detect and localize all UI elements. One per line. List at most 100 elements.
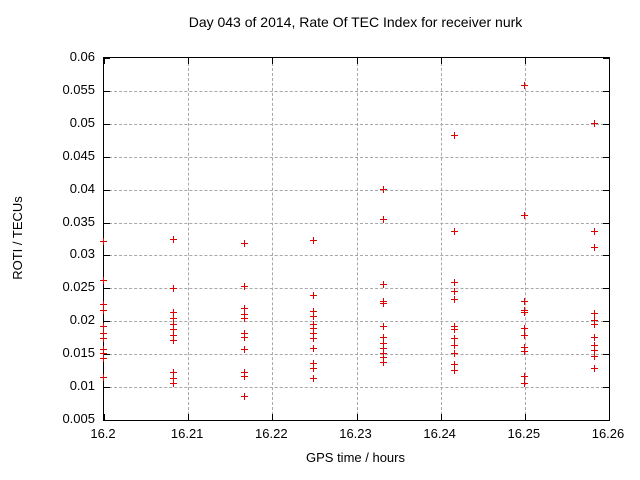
data-point-marker: [100, 373, 107, 381]
data-point-marker: [520, 308, 528, 316]
data-point-marker: [450, 228, 458, 236]
y-tick-mark: [603, 90, 609, 92]
data-point-marker: [240, 239, 248, 247]
data-point-marker: [169, 309, 177, 317]
y-tick-label: 0.005: [62, 411, 95, 426]
x-tick-label: 16.24: [423, 426, 456, 441]
y-tick-label: 0.045: [62, 147, 95, 163]
data-point-marker: [450, 341, 458, 349]
data-point-marker: [310, 335, 318, 343]
y-tick-mark: [603, 123, 609, 125]
data-point-marker: [169, 337, 177, 345]
data-point-marker: [310, 292, 318, 300]
data-point-marker: [169, 326, 177, 334]
x-tick-mark: [440, 414, 442, 420]
data-point-marker: [100, 277, 107, 285]
data-point-marker: [169, 332, 177, 340]
data-point-marker: [100, 307, 107, 315]
data-point-marker: [310, 360, 318, 368]
y-tick-mark: [603, 420, 609, 421]
data-point-marker: [520, 372, 528, 380]
data-point-marker: [590, 334, 598, 342]
data-point-marker: [310, 325, 318, 333]
x-tick-label: 16.2: [90, 426, 116, 441]
data-point-marker: [520, 332, 528, 340]
x-tick-mark: [524, 58, 526, 64]
x-gridline: [440, 58, 442, 420]
data-point-marker: [100, 355, 107, 363]
y-tick-mark: [104, 123, 110, 125]
data-point-marker: [590, 364, 598, 372]
data-point-marker: [100, 238, 107, 246]
x-axis-title: GPS time / hours: [306, 450, 405, 465]
data-point-marker: [590, 320, 598, 328]
data-point-marker: [240, 283, 248, 291]
data-point-marker: [450, 322, 458, 330]
y-tick-label: 0.055: [62, 81, 95, 97]
y-tick-label: 0.04: [69, 180, 95, 196]
data-point-marker: [590, 120, 598, 128]
y-tick-mark: [603, 58, 609, 59]
data-point-marker: [240, 372, 248, 380]
data-point-marker: [100, 346, 107, 354]
y-tick-mark: [603, 189, 609, 191]
y-tick-mark: [104, 321, 110, 323]
data-point-marker: [240, 305, 248, 313]
data-point-marker: [590, 342, 598, 350]
x-gridline: [524, 58, 526, 420]
x-tick-mark: [609, 414, 610, 420]
data-point-marker: [310, 375, 318, 383]
data-point-marker: [380, 334, 388, 342]
y-tick-mark: [104, 255, 110, 257]
y-axis-title: ROTI / TECUs: [10, 196, 25, 280]
data-point-marker: [450, 349, 458, 357]
y-tick-mark: [104, 189, 110, 191]
x-tick-mark: [356, 414, 358, 420]
data-point-marker: [450, 132, 458, 140]
data-point-marker: [520, 344, 528, 352]
x-gridline: [272, 58, 274, 420]
data-point-marker: [169, 369, 177, 377]
data-point-marker: [590, 244, 598, 252]
y-tick-label: 0.02: [69, 312, 95, 328]
x-tick-label: 16.26: [591, 426, 625, 441]
data-point-marker: [380, 359, 388, 367]
data-point-marker: [310, 364, 318, 372]
y-tick-mark: [104, 354, 110, 356]
data-point-marker: [520, 297, 528, 305]
y-tick-mark: [104, 156, 110, 158]
x-tick-label: 16.25: [507, 426, 541, 441]
x-tick-label: 16.23: [339, 426, 372, 441]
data-point-marker: [590, 316, 598, 324]
y-tick-label: 0.015: [62, 345, 95, 361]
data-point-marker: [450, 360, 458, 368]
data-point-marker: [240, 346, 248, 354]
y-tick-label: 0.06: [69, 49, 95, 64]
data-point-marker: [590, 310, 598, 318]
data-point-marker: [520, 324, 528, 332]
data-point-marker: [169, 320, 177, 328]
x-tick-mark: [104, 58, 105, 64]
plot-area: [100, 57, 610, 421]
data-point-marker: [100, 335, 107, 343]
data-point-marker: [100, 329, 107, 337]
data-point-marker: [450, 287, 458, 295]
data-point-marker: [169, 285, 177, 293]
data-point-marker: [310, 236, 318, 244]
y-tick-label: 0.03: [69, 246, 95, 262]
data-point-marker: [169, 379, 177, 387]
y-tick-label: 0.025: [62, 279, 95, 295]
x-tick-mark: [188, 58, 190, 64]
y-tick-label: 0.01: [69, 378, 95, 394]
y-tick-mark: [603, 387, 609, 389]
y-tick-label: 0.035: [62, 213, 95, 229]
y-tick-mark: [104, 90, 110, 92]
data-point-marker: [590, 352, 598, 360]
data-point-marker: [169, 315, 177, 323]
x-tick-label: 16.22: [255, 426, 288, 441]
data-point-marker: [240, 310, 248, 318]
data-point-marker: [240, 368, 248, 376]
x-tick-mark: [272, 414, 274, 420]
data-point-marker: [240, 314, 248, 322]
data-point-marker: [380, 344, 388, 352]
